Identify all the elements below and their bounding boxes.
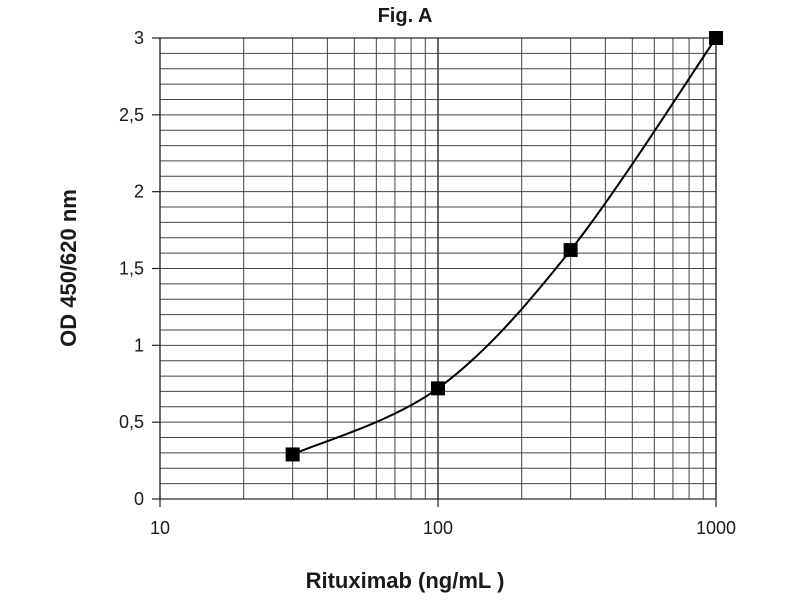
data-point xyxy=(563,243,578,258)
series-line xyxy=(292,37,717,456)
y-tick-label: 2,5 xyxy=(119,105,144,125)
y-tick-label: 0,5 xyxy=(119,412,144,432)
y-tick-label: 0 xyxy=(134,489,144,509)
y-tick-label: 1,5 xyxy=(119,259,144,279)
data-point xyxy=(431,381,445,396)
x-tick-label: 100 xyxy=(423,518,453,538)
data-point xyxy=(709,31,723,45)
y-axis-label: OD 450/620 nm xyxy=(56,189,81,347)
x-axis-ticks: 10 100 1000 xyxy=(150,499,736,538)
x-tick-label: 1000 xyxy=(696,518,736,538)
x-axis-label: Rituximab (ng/mL ) xyxy=(306,568,505,593)
y-tick-label: 2 xyxy=(134,182,144,202)
y-tick-label: 1 xyxy=(134,335,144,355)
y-axis-ticks: 0 0,5 1 1,5 2 2,5 3 xyxy=(119,28,160,509)
x-tick-label: 10 xyxy=(150,518,170,538)
series-markers xyxy=(285,31,723,462)
data-point xyxy=(285,447,300,462)
grid xyxy=(159,37,717,500)
chart-title: Fig. A xyxy=(378,5,433,27)
y-tick-label: 3 xyxy=(134,28,144,48)
